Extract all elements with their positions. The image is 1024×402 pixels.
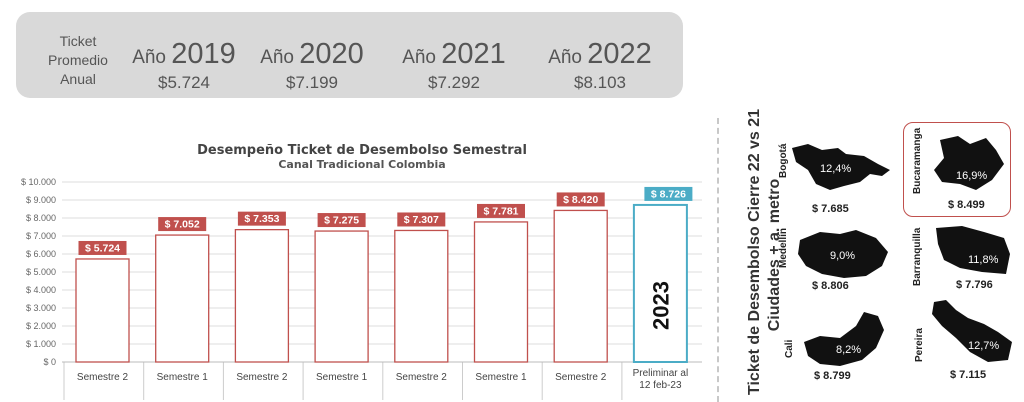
bar <box>155 234 210 363</box>
city-value: $ 7.685 <box>812 203 849 215</box>
value-label: $ 5.724 <box>85 242 120 254</box>
x-tick-label: Semestre 2 <box>396 372 448 383</box>
value-label-bg <box>397 212 446 227</box>
city-pct: 8,2% <box>836 344 862 356</box>
barranquilla-map-icon <box>936 226 1010 274</box>
value-label-bg <box>644 186 693 201</box>
bar <box>314 230 369 363</box>
bucaramanga-map-icon <box>934 136 1004 190</box>
city-value: $ 7.796 <box>956 279 993 291</box>
year-prefix: Año <box>260 47 294 68</box>
bar <box>553 209 608 363</box>
year-value: 2021 <box>441 38 506 70</box>
annual-summary-banner: Ticket Promedio Anual Año 2019 $5.724 Añ… <box>16 12 683 98</box>
medellin-map-icon <box>798 230 888 278</box>
city-value: $ 8.499 <box>948 199 985 211</box>
y-tick-label: $ 1.000 <box>26 339 56 349</box>
value-label-bg <box>237 211 286 226</box>
x-tick-label: Semestre 1 <box>157 372 209 383</box>
year-amount: $7.199 <box>286 73 338 92</box>
y-tick-label: $ 9.000 <box>26 195 56 205</box>
value-label-bg <box>158 217 207 232</box>
y-tick-label: $ 10.000 <box>21 177 56 187</box>
chart-subtitle: Canal Tradicional Colombia <box>278 158 445 171</box>
year-summary-2020: Año 2020 $7.199 <box>242 38 382 93</box>
city-name: Medellín <box>778 227 789 268</box>
y-tick-label: $ 2.000 <box>26 321 56 331</box>
value-label-bg <box>317 213 366 228</box>
value-label: $ 7.052 <box>165 219 200 231</box>
x-tick-label: Semestre 1 <box>475 372 527 383</box>
bar <box>632 203 688 363</box>
year-amount: $5.724 <box>158 73 210 92</box>
cities-title-line1: Ticket de Desembolso Cierre 22 vs 21 <box>746 108 763 395</box>
city-pct: 12,7% <box>968 340 1000 352</box>
city-value: $ 8.799 <box>814 370 851 382</box>
value-label: $ 7.275 <box>324 215 359 227</box>
bar <box>75 258 130 363</box>
x-tick-label: Preliminar al <box>633 368 689 379</box>
semester-ticket-bar-chart: Desempeño Ticket de Desembolso Semestral… <box>21 143 702 400</box>
y-tick-label: $ 5.000 <box>26 267 56 277</box>
x-tick-label: Semestre 2 <box>236 372 288 383</box>
x-tick-label: Semestre 1 <box>316 372 368 383</box>
city-name: Pereira <box>914 328 925 362</box>
city-value: $ 7.115 <box>950 369 987 381</box>
bar <box>394 229 449 363</box>
panel-divider <box>717 118 719 402</box>
y-tick-label: $ 3.000 <box>26 303 56 313</box>
x-tick-label: Semestre 2 <box>77 372 129 383</box>
year-summary-2019: Año 2019 $5.724 <box>114 38 254 93</box>
city-value: $ 8.806 <box>812 280 849 292</box>
y-tick-label: $ 8.000 <box>26 213 56 223</box>
year-prefix: Año <box>402 47 436 68</box>
year-prefix: Año <box>548 47 582 68</box>
value-label: $ 7.307 <box>404 214 439 226</box>
year-value: 2019 <box>171 38 236 70</box>
year-summary-2021: Año 2021 $7.292 <box>384 38 524 93</box>
y-tick-label: $ 0 <box>43 357 56 367</box>
pereira-map-icon <box>932 300 1012 362</box>
y-tick-label: $ 7.000 <box>26 231 56 241</box>
bar <box>234 228 290 363</box>
value-label-bg <box>556 192 605 207</box>
highlighted-city-frame <box>903 122 1011 217</box>
year-amount: $7.292 <box>428 73 480 92</box>
year-prefix: Año <box>132 47 166 68</box>
city-name: Bucaramanga <box>912 127 923 194</box>
city-name: Bogotá <box>778 143 789 178</box>
summary-label: Ticket Promedio Anual <box>48 33 108 87</box>
bar <box>473 221 529 363</box>
city-pct: 16,9% <box>956 170 988 182</box>
value-label: $ 7.353 <box>244 213 279 225</box>
city-pct: 9,0% <box>830 250 856 262</box>
city-name: Barranquilla <box>912 227 923 286</box>
bogota-map-icon <box>792 144 890 190</box>
year-amount: $8.103 <box>574 73 626 92</box>
value-label-bg <box>78 240 127 255</box>
value-label: $ 7.781 <box>483 205 518 217</box>
chart-title: Desempeño Ticket de Desembolso Semestral <box>197 143 527 158</box>
y-tick-label: $ 4.000 <box>26 285 56 295</box>
y-tick-label: $ 6.000 <box>26 249 56 259</box>
city-pct: 12,4% <box>820 163 852 175</box>
year-summary-2022: Año 2022 $8.103 <box>530 38 670 93</box>
year-value: 2020 <box>299 38 364 70</box>
city-pct: 11,8% <box>968 254 999 266</box>
bar-year-annotation: 2023 <box>648 281 673 330</box>
city-name: Cali <box>784 339 795 358</box>
year-value: 2022 <box>587 38 652 70</box>
cali-map-icon <box>804 312 884 366</box>
value-label: $ 8.726 <box>651 188 686 200</box>
x-tick-label: Semestre 2 <box>555 372 607 383</box>
x-tick-label: 12 feb-23 <box>639 380 682 391</box>
value-label-bg <box>477 203 525 218</box>
value-label: $ 8.420 <box>563 194 598 206</box>
